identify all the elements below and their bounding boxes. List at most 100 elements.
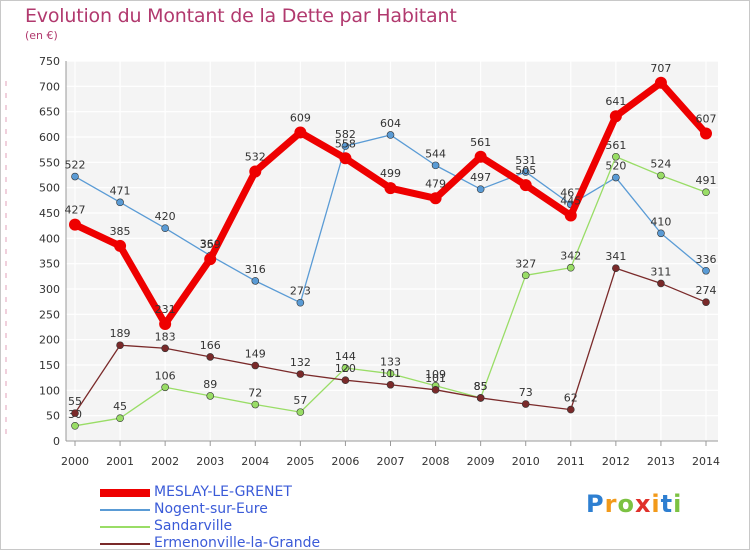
logo-letter: x xyxy=(634,490,652,518)
data-point-ermenonville-la-grande xyxy=(206,353,215,361)
data-label-sandarville: 57 xyxy=(293,394,307,407)
data-label-nogent-sur-eure: 522 xyxy=(65,159,86,172)
data-point-ermenonville-la-grande xyxy=(251,361,260,370)
data-point-sandarville xyxy=(657,171,665,180)
data-label-meslay-le-grenet: 607 xyxy=(696,112,717,125)
data-point-sandarville xyxy=(251,400,260,409)
data-label-nogent-sur-eure: 531 xyxy=(515,154,536,167)
data-point-sandarville xyxy=(521,271,530,280)
data-label-sandarville: 524 xyxy=(650,158,671,171)
data-label-sandarville: 72 xyxy=(248,387,262,400)
data-point-nogent-sur-eure xyxy=(476,185,485,193)
y-tick-label: 150 xyxy=(39,359,60,372)
data-point-ermenonville-la-grande xyxy=(341,376,350,385)
data-label-sandarville: 561 xyxy=(605,139,626,152)
x-tick-label: 2008 xyxy=(422,455,450,468)
y-tick-label: 250 xyxy=(39,308,60,321)
data-label-meslay-le-grenet: 231 xyxy=(155,303,176,316)
data-point-nogent-sur-eure xyxy=(431,161,440,170)
data-point-ermenonville-la-grande xyxy=(431,386,440,394)
x-tick-label: 2003 xyxy=(196,455,224,468)
y-tick-label: 600 xyxy=(39,131,60,144)
data-point-ermenonville-la-grande xyxy=(657,279,665,288)
data-label-ermenonville-la-grande: 149 xyxy=(245,348,266,361)
data-label-meslay-le-grenet: 359 xyxy=(200,238,221,251)
data-point-nogent-sur-eure xyxy=(161,224,169,232)
data-label-sandarville: 144 xyxy=(335,350,356,363)
y-tick-label: 100 xyxy=(39,384,60,397)
x-tick-label: 2012 xyxy=(602,455,630,468)
data-label-nogent-sur-eure: 520 xyxy=(605,160,626,173)
data-label-ermenonville-la-grande: 183 xyxy=(155,330,176,343)
data-point-ermenonville-la-grande xyxy=(386,380,395,389)
data-label-nogent-sur-eure: 316 xyxy=(245,263,266,276)
data-label-sandarville: 491 xyxy=(696,174,717,187)
data-label-ermenonville-la-grande: 341 xyxy=(605,250,626,263)
data-point-meslay-le-grenet xyxy=(249,165,262,178)
x-tick-label: 2001 xyxy=(106,455,134,468)
data-label-ermenonville-la-grande: 101 xyxy=(425,372,446,385)
data-point-meslay-le-grenet xyxy=(69,218,81,231)
data-point-nogent-sur-eure xyxy=(296,298,305,307)
x-tick-label: 2007 xyxy=(377,455,405,468)
logo-letter: i xyxy=(651,490,661,518)
data-label-sandarville: 45 xyxy=(113,400,127,413)
data-label-meslay-le-grenet: 427 xyxy=(65,204,86,217)
legend-label: Ermenonville-la-Grande xyxy=(154,535,321,551)
legend-swatch xyxy=(100,542,150,545)
y-tick-label: 200 xyxy=(39,334,60,347)
legend-swatch xyxy=(100,525,150,528)
data-point-ermenonville-la-grande xyxy=(296,370,305,378)
data-point-meslay-le-grenet xyxy=(294,126,307,139)
data-point-ermenonville-la-grande xyxy=(71,409,79,417)
data-label-sandarville: 133 xyxy=(380,356,401,369)
data-label-nogent-sur-eure: 410 xyxy=(650,215,671,228)
data-label-nogent-sur-eure: 336 xyxy=(696,253,717,266)
data-point-ermenonville-la-grande xyxy=(116,341,124,350)
legend-swatch xyxy=(100,508,150,511)
data-point-sandarville xyxy=(116,414,124,423)
data-point-nogent-sur-eure xyxy=(341,142,350,150)
data-label-meslay-le-grenet: 532 xyxy=(245,150,266,163)
data-point-ermenonville-la-grande xyxy=(702,298,710,306)
data-point-nogent-sur-eure xyxy=(386,131,395,139)
data-point-meslay-le-grenet xyxy=(429,192,442,205)
chart-title: Evolution du Montant de la Dette par Hab… xyxy=(25,5,457,27)
data-label-ermenonville-la-grande: 55 xyxy=(68,395,82,408)
x-tick-label: 2009 xyxy=(467,455,495,468)
y-tick-label: 500 xyxy=(39,182,60,195)
data-point-nogent-sur-eure xyxy=(702,266,710,275)
y-tick-label: 300 xyxy=(39,283,60,296)
data-point-ermenonville-la-grande xyxy=(521,400,530,408)
data-label-sandarville: 109 xyxy=(425,368,446,381)
x-tick-label: 2004 xyxy=(241,455,269,468)
data-label-ermenonville-la-grande: 274 xyxy=(696,284,717,297)
data-point-nogent-sur-eure xyxy=(116,198,124,207)
data-point-sandarville xyxy=(206,392,215,400)
x-tick-label: 2005 xyxy=(286,455,314,468)
data-label-ermenonville-la-grande: 62 xyxy=(564,392,578,405)
data-point-meslay-le-grenet xyxy=(519,179,532,192)
data-point-ermenonville-la-grande xyxy=(161,344,169,353)
data-label-ermenonville-la-grande: 73 xyxy=(519,386,533,399)
legend-label: MESLAY-LE-GRENET xyxy=(154,484,292,500)
data-label-meslay-le-grenet: 609 xyxy=(290,111,311,124)
data-point-meslay-le-grenet xyxy=(159,317,172,330)
data-label-sandarville: 89 xyxy=(203,378,217,391)
data-point-meslay-le-grenet xyxy=(339,152,352,165)
data-point-meslay-le-grenet xyxy=(564,209,577,222)
logo-letter: t xyxy=(660,490,674,518)
data-label-sandarville: 327 xyxy=(515,257,536,270)
legend-label: Sandarville xyxy=(154,518,233,534)
data-point-sandarville xyxy=(341,364,350,372)
data-label-nogent-sur-eure: 497 xyxy=(470,171,491,184)
data-point-meslay-le-grenet xyxy=(700,127,712,140)
data-label-nogent-sur-eure: 582 xyxy=(335,128,356,141)
legend-label: Nogent-sur-Eure xyxy=(154,501,268,517)
chart-unit: (en €) xyxy=(25,29,58,42)
data-label-sandarville: 106 xyxy=(155,369,176,382)
data-label-nogent-sur-eure: 604 xyxy=(380,117,401,130)
data-label-ermenonville-la-grande: 111 xyxy=(380,367,401,380)
data-label-nogent-sur-eure: 420 xyxy=(155,210,176,223)
